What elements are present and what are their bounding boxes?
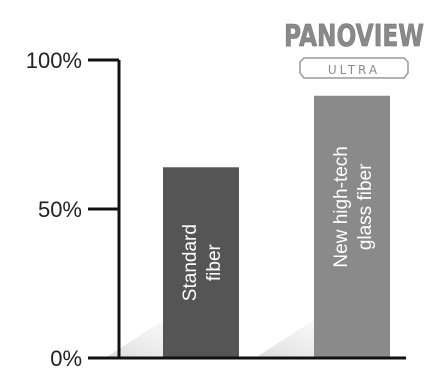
bar-label-2: New high-tech glass fiber — [331, 146, 376, 267]
brand-logo-wordmark: PANOVIEW — [284, 19, 424, 54]
bar-label-1: Standard fiber — [180, 224, 225, 301]
bar-1 — [163, 167, 239, 357]
brand-logo-subtitle: ULTRA — [328, 63, 380, 77]
y-tick-label: 100% — [26, 48, 82, 73]
y-tick-label: 50% — [38, 197, 82, 222]
brand-logo: PANOVIEW ULTRA — [284, 19, 424, 79]
brand-logo-frame — [299, 57, 409, 79]
y-tick-label: 0% — [50, 346, 82, 371]
bar-2 — [314, 95, 390, 357]
